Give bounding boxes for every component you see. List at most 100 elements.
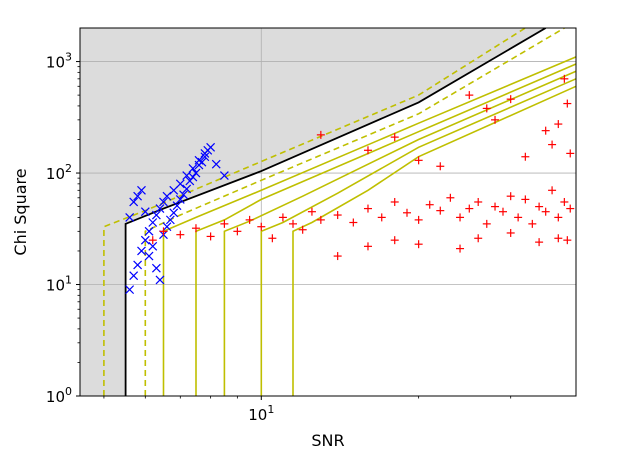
contour-line-2 [144,28,565,396]
x-marker [151,263,161,273]
plus-marker [414,215,423,224]
x-marker [148,241,158,251]
plus-marker [521,195,530,204]
threshold-curve [124,28,547,396]
plus-marker [563,99,572,108]
plus-marker [506,228,515,237]
plus-marker [159,227,168,236]
tick-layer: 101 100 101 102 103 [46,51,512,424]
x-marker [197,157,207,167]
plus-marker [566,204,575,213]
excluded-region [80,28,546,396]
plus-marker [257,222,266,231]
plus-marker [498,207,507,216]
plus-marker [191,224,200,233]
x-axis-label: SNR [311,431,344,449]
plus-marker [560,197,569,206]
plus-marker [333,211,342,220]
x-marker [137,185,146,195]
x-marker [172,201,182,211]
contour-line-7 [292,85,576,396]
x-marker [125,212,135,222]
threshold-layer [124,28,547,396]
x-tick-label: 101 [248,403,274,424]
x-marker [162,222,172,232]
plus-marker [482,104,491,113]
plus-marker [390,197,399,206]
contour-line-1 [103,28,526,396]
plus-marker [491,202,500,211]
plus-marker [446,193,455,202]
plus-marker [482,219,491,228]
x-marker [133,260,143,270]
plus-marker [377,213,386,222]
x-marker [159,197,168,207]
plus-marker [465,204,474,213]
plus-marker [220,219,229,228]
plus-marker [148,236,157,245]
x-marker [188,164,198,173]
x-marker [155,204,165,213]
x-marker [175,179,185,189]
plus-marker [528,219,537,228]
x-marker [133,191,143,201]
x-marker [129,271,139,281]
plus-marker [541,126,550,135]
x-marker [140,235,150,245]
x-marker [219,171,229,180]
plus-marker [414,156,423,165]
plus-marker [278,213,287,222]
x-marker [162,191,172,201]
x-marker [200,152,210,162]
plus-marker [535,202,544,211]
plus-marker [363,242,372,251]
excluded-region-layer [80,28,546,396]
x-marker [144,226,154,236]
plus-marker [289,219,298,228]
contour-line-5 [223,70,576,396]
plus-marker [474,234,483,243]
plus-marker [176,230,185,239]
plus-marker [316,130,325,139]
plus-marker [333,252,342,261]
plus-marker [298,225,307,234]
plus-marker [425,200,434,209]
plus-marker [307,207,316,216]
plus-marker [541,207,550,216]
plus-marker [563,236,572,245]
x-marker [165,215,175,225]
x-marker [182,184,192,194]
y-tick-label: 100 [46,385,72,406]
contour-line-6 [260,78,576,396]
plus-marker [390,133,399,142]
plus-marker [506,95,515,104]
x-marker [179,190,188,200]
plus-marker [465,91,474,100]
x-marker [125,285,135,295]
x-marker [188,172,198,182]
plus-marker [548,186,557,195]
plus-marker [491,115,500,124]
plus-marker [268,234,277,243]
x-marker [155,275,165,285]
contour-line-4 [195,63,576,396]
plus-marker [363,204,372,213]
y-tick-label: 102 [46,162,72,183]
x-marker [129,197,139,207]
x-marker [175,194,185,204]
plus-marker [474,197,483,206]
plus-marker [535,238,544,247]
plus-marker [506,192,515,201]
plus-marker [402,208,411,217]
plus-marker [390,236,399,245]
plus-marker [316,215,325,224]
plus-marker [456,244,465,253]
x-marker [140,207,150,217]
plus-marker [554,120,563,129]
plus-marker [554,213,563,222]
plus-marker [363,146,372,155]
y-tick-label: 103 [46,51,72,72]
plus-marker [233,227,242,236]
plot-frame [79,27,577,397]
